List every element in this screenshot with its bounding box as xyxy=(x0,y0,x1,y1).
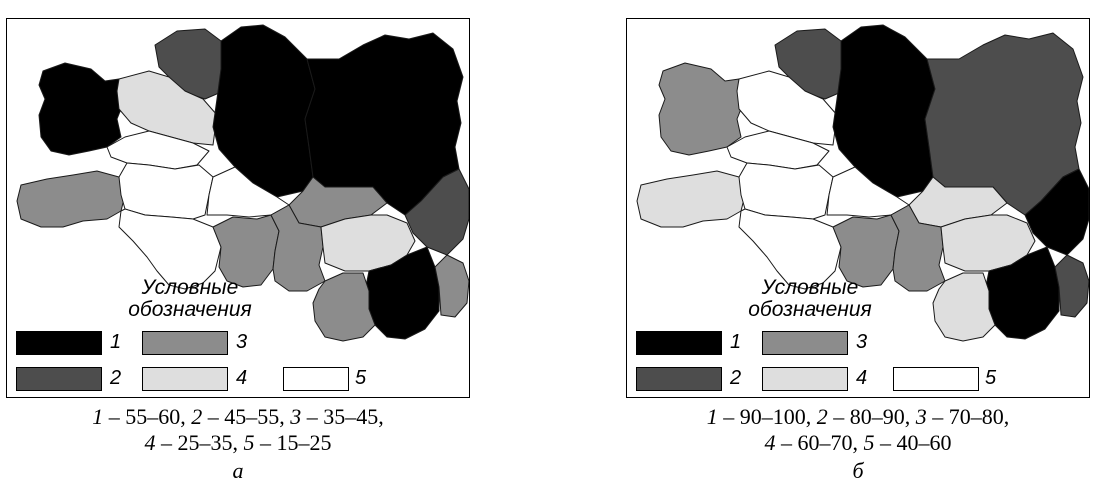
legend-swatch-2 xyxy=(636,367,722,391)
region-east-bottom xyxy=(434,254,469,318)
legend-swatch-1 xyxy=(16,331,102,355)
legend-swatch-3 xyxy=(762,331,848,355)
region-west-top xyxy=(658,62,746,156)
legend-title: Условные обозначения xyxy=(128,276,252,321)
caption-line-2: 4 – 25–35, 5 – 15–25 xyxy=(144,430,332,455)
region-center-small xyxy=(106,130,210,170)
legend-label-3: 3 xyxy=(236,331,248,353)
legend-label-5: 5 xyxy=(355,367,367,389)
legend-swatch-4 xyxy=(142,367,228,391)
region-south-bottom-center xyxy=(932,272,996,342)
map-panel-a: Условные обозначения 1 3 2 4 5 1 – 55–60… xyxy=(6,0,506,501)
caption-line-1: 1 – 90–100, 2 – 80–90, 3 – 70–80, xyxy=(706,404,1010,429)
legend-label-3: 3 xyxy=(856,331,868,353)
legend-swatch-5 xyxy=(283,367,349,391)
legend-label-1: 1 xyxy=(110,331,122,353)
caption-line-1: 1 – 55–60, 2 – 45–55, 3 – 35–45, xyxy=(92,404,384,429)
legend-label-4: 4 xyxy=(236,367,248,389)
legend-label-5: 5 xyxy=(985,367,997,389)
region-south-center-right xyxy=(890,204,946,292)
legend-label-2: 2 xyxy=(730,367,742,389)
region-south-center-right xyxy=(270,204,326,292)
region-map xyxy=(16,24,469,342)
legend-swatch-3 xyxy=(142,331,228,355)
region-west-top xyxy=(38,62,126,156)
map-frame: Условные обозначения 1 3 2 4 5 xyxy=(6,18,470,398)
region-west-mid xyxy=(636,170,746,228)
legend-swatch-1 xyxy=(636,331,722,355)
region-center-small xyxy=(726,130,830,170)
legend-label-4: 4 xyxy=(856,367,868,389)
region-center xyxy=(738,162,834,220)
panel-letter: б xyxy=(852,458,864,483)
region-north-center xyxy=(116,70,218,146)
map-panel-b: Условные обозначения 1 3 2 4 5 1 – 90–10… xyxy=(626,0,1102,501)
legend-label-1: 1 xyxy=(730,331,742,353)
legend-swatch-4 xyxy=(762,367,848,391)
region-center xyxy=(118,162,214,220)
region-west-mid xyxy=(16,170,126,228)
region-south-west xyxy=(118,208,222,290)
legend-label-2: 2 xyxy=(110,367,122,389)
region-east-edge xyxy=(404,168,469,256)
region-east-bottom xyxy=(1054,254,1089,318)
region-south-bottom-center xyxy=(312,272,376,342)
legend-swatch-2 xyxy=(16,367,102,391)
map-frame: Условные обозначения 1 3 2 4 5 xyxy=(626,18,1090,398)
legend-swatch-5 xyxy=(893,367,979,391)
region-map xyxy=(636,24,1089,342)
region-south-west xyxy=(738,208,842,290)
panel-letter: а xyxy=(232,458,244,483)
region-north-center xyxy=(736,70,838,146)
caption-line-2: 4 – 60–70, 5 – 40–60 xyxy=(764,430,952,455)
legend-title: Условные обозначения xyxy=(748,276,872,321)
region-east-edge xyxy=(1024,168,1089,256)
